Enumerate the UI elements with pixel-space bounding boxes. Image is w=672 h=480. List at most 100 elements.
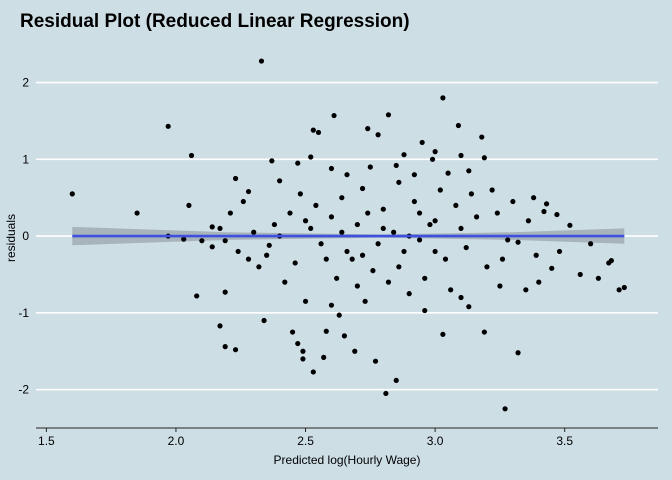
data-point — [375, 241, 381, 247]
data-point — [318, 241, 324, 247]
data-point — [479, 134, 485, 140]
data-point — [328, 214, 335, 220]
data-point — [328, 302, 335, 308]
data-point — [134, 210, 140, 216]
data-point — [295, 160, 301, 166]
data-point — [523, 287, 529, 293]
data-point — [416, 237, 423, 243]
data-point — [481, 329, 487, 335]
data-point — [391, 229, 397, 235]
chart-title: Residual Plot (Reduced Linear Regression… — [20, 11, 410, 32]
data-point — [468, 191, 474, 197]
data-point — [473, 214, 480, 220]
data-point — [567, 222, 573, 228]
x-tick-label: 3.5 — [556, 434, 573, 448]
data-point — [616, 287, 622, 293]
data-point — [440, 95, 446, 101]
data-point — [232, 347, 239, 353]
y-tick-label: 2 — [22, 76, 29, 90]
data-point — [466, 168, 472, 174]
data-point — [549, 265, 555, 271]
data-point — [334, 275, 340, 281]
data-point — [458, 225, 464, 232]
data-point — [354, 221, 360, 228]
data-point — [359, 185, 366, 192]
data-point — [458, 152, 464, 159]
data-point — [199, 238, 205, 244]
y-axis-title: residuals — [4, 214, 18, 262]
data-point — [292, 260, 298, 266]
data-point — [531, 195, 537, 201]
data-point — [69, 191, 75, 197]
data-point — [499, 256, 506, 262]
data-point — [515, 239, 521, 245]
data-point — [194, 293, 200, 299]
data-point — [287, 210, 293, 216]
data-point — [222, 289, 228, 295]
data-point — [232, 175, 239, 182]
data-point — [245, 188, 252, 195]
data-point — [336, 312, 342, 318]
data-point — [505, 237, 511, 243]
data-point — [448, 287, 454, 293]
data-point — [442, 256, 449, 262]
data-point — [365, 126, 371, 132]
data-point — [258, 58, 265, 64]
data-point — [359, 252, 366, 258]
data-point — [235, 248, 241, 255]
data-point — [165, 123, 171, 129]
data-point — [383, 390, 389, 397]
data-point — [432, 149, 438, 155]
data-point — [380, 206, 386, 212]
data-point — [427, 221, 433, 228]
data-point — [282, 279, 288, 285]
data-point — [445, 170, 451, 176]
data-point — [245, 256, 252, 262]
data-point — [264, 252, 270, 258]
data-point — [497, 283, 503, 289]
data-point — [339, 195, 345, 201]
data-point — [543, 201, 550, 207]
data-point — [367, 164, 373, 170]
data-point — [577, 271, 583, 278]
data-point — [300, 356, 306, 362]
data-point — [502, 406, 508, 412]
data-point — [277, 178, 283, 184]
data-point — [365, 210, 371, 216]
data-point — [321, 354, 327, 360]
data-point — [341, 333, 348, 339]
data-point — [344, 172, 350, 178]
data-point — [411, 172, 417, 178]
x-tick-label: 2.0 — [168, 434, 185, 448]
data-point — [406, 291, 412, 297]
data-point — [354, 283, 360, 289]
data-point — [181, 236, 187, 242]
data-point — [271, 221, 278, 228]
data-point — [432, 248, 438, 255]
data-point — [621, 284, 627, 291]
data-point — [339, 229, 345, 235]
data-point — [310, 127, 316, 133]
y-tick-label: 0 — [22, 229, 29, 243]
data-point — [261, 317, 267, 324]
x-tick-label: 3.0 — [427, 434, 444, 448]
data-point — [217, 225, 223, 232]
data-point — [455, 122, 462, 129]
data-point — [349, 256, 355, 262]
data-point — [302, 298, 309, 304]
data-point — [328, 165, 335, 172]
data-point — [289, 329, 296, 335]
data-point — [240, 198, 246, 205]
data-point — [380, 225, 386, 232]
data-point — [484, 264, 490, 270]
data-point — [458, 294, 464, 301]
data-point — [401, 248, 407, 255]
data-point — [466, 304, 472, 310]
data-point — [227, 210, 233, 216]
data-point — [536, 279, 542, 285]
data-point — [217, 323, 223, 329]
data-point — [437, 187, 443, 193]
y-tick-label: 1 — [22, 152, 29, 166]
